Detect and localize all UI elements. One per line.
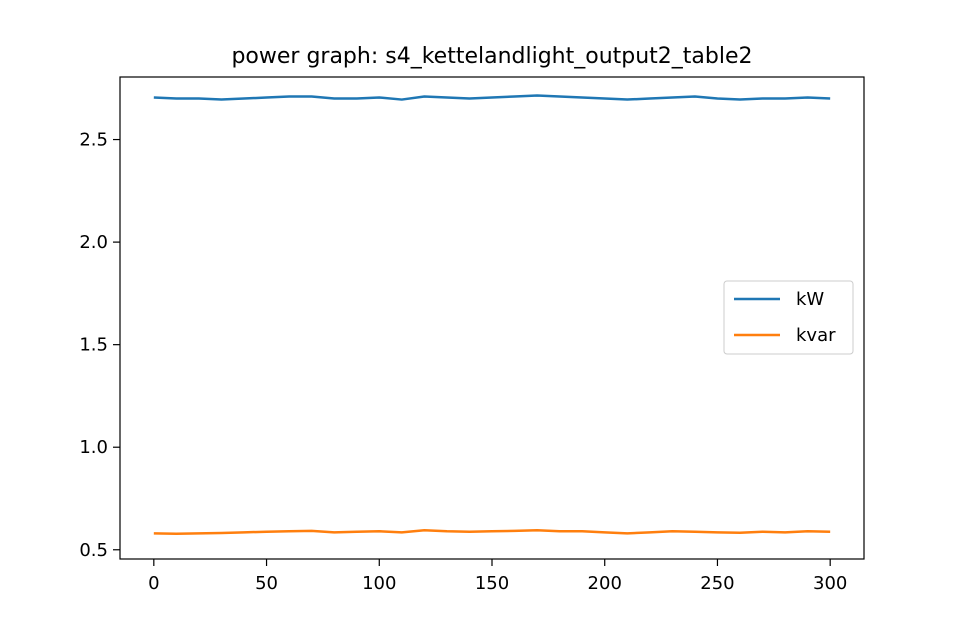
- series-layer: [153, 94, 831, 536]
- x-tick-label: 50: [255, 573, 278, 594]
- axes-layer: 0 50 100 150 200 250 300 0.5 1.0 1.5 2.0 2.5: [79, 130, 847, 594]
- series-line-kw: [153, 94, 831, 101]
- y-tick-label: 0.5: [79, 540, 108, 561]
- legend-label-kw: kW: [796, 289, 824, 310]
- x-tick-label: 300: [813, 573, 847, 594]
- plot-frame: [119, 76, 865, 560]
- x-tick-label: 250: [700, 573, 734, 594]
- series-line-kvar: [153, 529, 831, 536]
- y-tick-label: 2.0: [79, 232, 108, 253]
- x-tick-label: 150: [475, 573, 509, 594]
- y-tick-label: 1.5: [79, 335, 108, 356]
- legend-label-kvar: kvar: [796, 325, 836, 346]
- x-tick-label: 0: [148, 573, 159, 594]
- legend: kW kvar: [723, 280, 854, 355]
- y-tick-label: 1.0: [79, 437, 108, 458]
- chart-title: power graph: s4_kettelandlight_output2_t…: [231, 44, 752, 69]
- x-tick-label: 200: [588, 573, 622, 594]
- y-tick-label: 2.5: [79, 130, 108, 151]
- x-tick-label: 100: [362, 573, 396, 594]
